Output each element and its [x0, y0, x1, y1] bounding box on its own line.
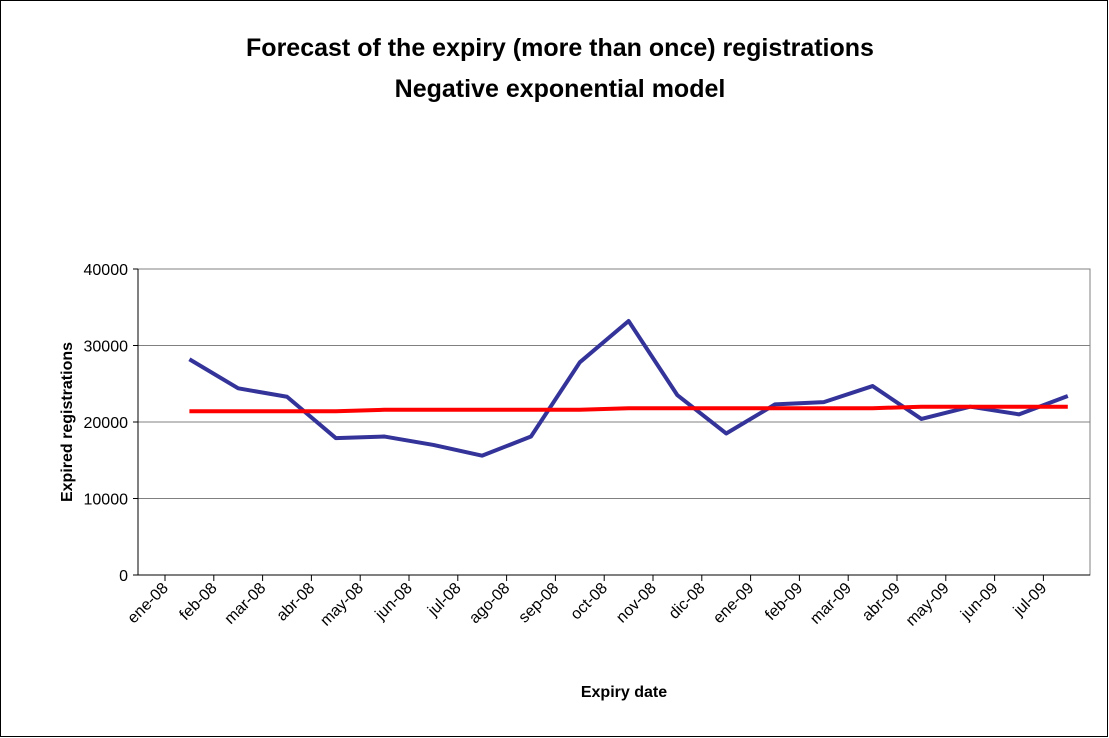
chart-title: Forecast of the expiry (more than once) …	[246, 34, 874, 62]
y-tick-label: 20000	[84, 415, 129, 432]
y-tick-label: 0	[119, 568, 128, 585]
y-tick-label: 10000	[84, 492, 129, 509]
series-line	[189, 404, 1068, 414]
x-axis-title: Expiry date	[581, 684, 667, 701]
y-tick-label: 30000	[84, 339, 129, 356]
series-line	[188, 319, 1069, 458]
y-tick-label: 40000	[84, 262, 129, 279]
chart-subtitle: Negative exponential model	[395, 75, 726, 103]
y-axis-title: Expired registrations	[59, 342, 76, 502]
